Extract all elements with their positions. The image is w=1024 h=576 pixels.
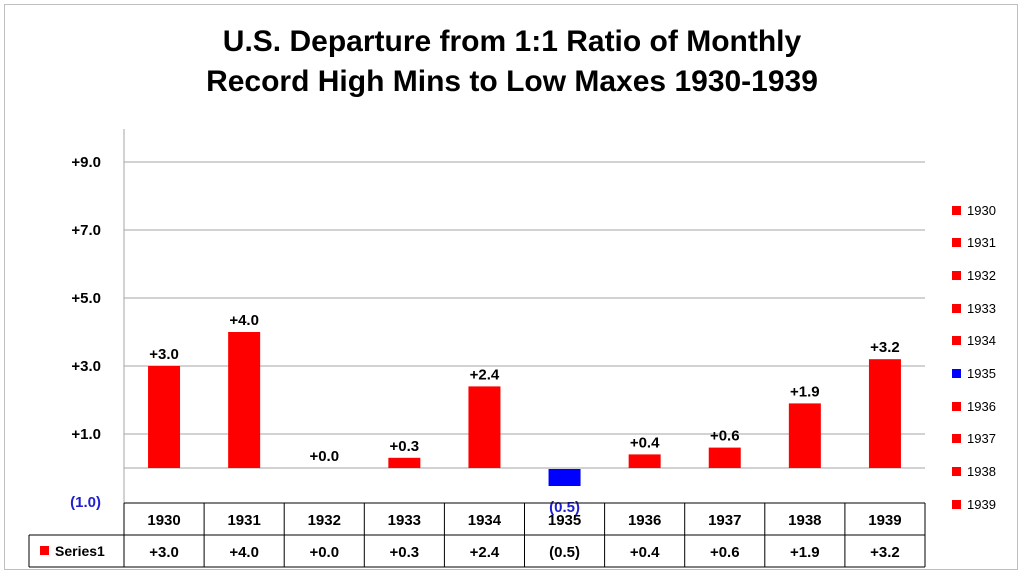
legend-swatch [952,499,961,509]
table-value: +0.4 [630,544,660,561]
legend-item-1930: 1930 [952,200,996,220]
data-label: +1.9 [790,383,820,400]
x-tick-label: 1939 [868,512,901,529]
legend-item-1932: 1932 [952,265,996,285]
table-value: +4.0 [229,544,259,561]
legend-item-1936: 1936 [952,396,996,416]
bar-1931 [228,332,261,468]
bar-1937 [708,447,741,468]
chart-title: U.S. Departure from 1:1 Ratio of Monthly… [0,22,1024,102]
data-label: +0.4 [630,434,660,451]
y-tick-label: +5.0 [71,290,101,307]
chart-frame [4,4,1018,570]
table-value: +3.0 [149,544,179,561]
y-tick-label: +3.0 [71,358,101,375]
x-tick-label: 1934 [468,512,502,529]
legend-label: 1936 [967,398,996,414]
legend-label: 1932 [967,267,996,283]
legend-swatch [952,401,961,411]
table-value: +3.2 [870,544,900,561]
x-tick-label: 1933 [388,512,421,529]
data-label: +0.6 [710,428,740,445]
table-value: +0.0 [309,544,339,561]
bar-1936 [628,454,661,468]
x-tick-label: 1931 [227,512,260,529]
data-label: +3.0 [149,346,179,363]
legend-label: 1937 [967,431,996,447]
x-tick-label: 1937 [708,512,741,529]
table-value: +1.9 [790,544,820,561]
legend-swatch [952,369,961,378]
chart-title-line-1: U.S. Departure from 1:1 Ratio of Monthly [222,25,802,58]
legend-swatch [952,238,961,248]
legend-item-1931: 1931 [952,233,996,253]
legend-swatch [952,270,961,280]
table-series-swatch [40,546,49,555]
legend-label: 1938 [967,464,996,480]
x-tick-label: 1930 [147,512,180,529]
bar-1939 [868,359,901,468]
data-label: +3.2 [870,339,900,356]
data-label: +2.4 [470,366,500,383]
legend-item-1935: 1935 [952,364,996,384]
legend-item-1938: 1938 [952,462,996,482]
bar-1933 [388,457,421,468]
bar-1934 [468,386,501,468]
bar-1930 [148,366,181,468]
legend-label: 1939 [967,496,996,512]
y-tick-label: +9.0 [71,154,101,171]
chart-title-line-2: Record High Mins to Low Maxes 1930-1939 [206,65,818,98]
y-tick-label: +7.0 [71,222,101,239]
data-label: +4.0 [229,312,259,329]
legend-swatch [952,336,961,346]
x-tick-label: 1938 [788,512,821,529]
x-tick-label: 1935 [548,512,581,529]
bar-1935 [548,469,581,486]
legend-item-1937: 1937 [952,429,996,449]
data-label: +0.0 [309,448,339,465]
legend-label: 1933 [967,300,996,316]
y-tick-label: +1.0 [71,426,101,443]
table-value: +2.4 [470,544,500,561]
x-tick-label: 1936 [628,512,661,529]
legend-label: 1930 [967,202,996,218]
bar-1938 [788,403,821,468]
legend-label: 1934 [967,333,996,349]
legend-item-1934: 1934 [952,331,996,351]
legend-label: 1935 [967,366,996,381]
legend-swatch [952,467,961,477]
table-value: +0.6 [710,544,740,561]
legend-swatch [952,303,961,313]
legend-label: 1931 [967,235,996,251]
legend-item-1933: 1933 [952,298,996,318]
x-tick-label: 1932 [308,512,341,529]
legend-swatch [952,205,961,215]
table-value: (0.5) [549,544,580,561]
legend-swatch [952,434,961,444]
table-value: +0.3 [390,544,420,561]
y-tick-label: (1.0) [70,494,101,511]
data-label: +0.3 [390,438,420,455]
legend-item-1939: 1939 [952,494,996,514]
table-series-name: Series1 [55,543,105,559]
